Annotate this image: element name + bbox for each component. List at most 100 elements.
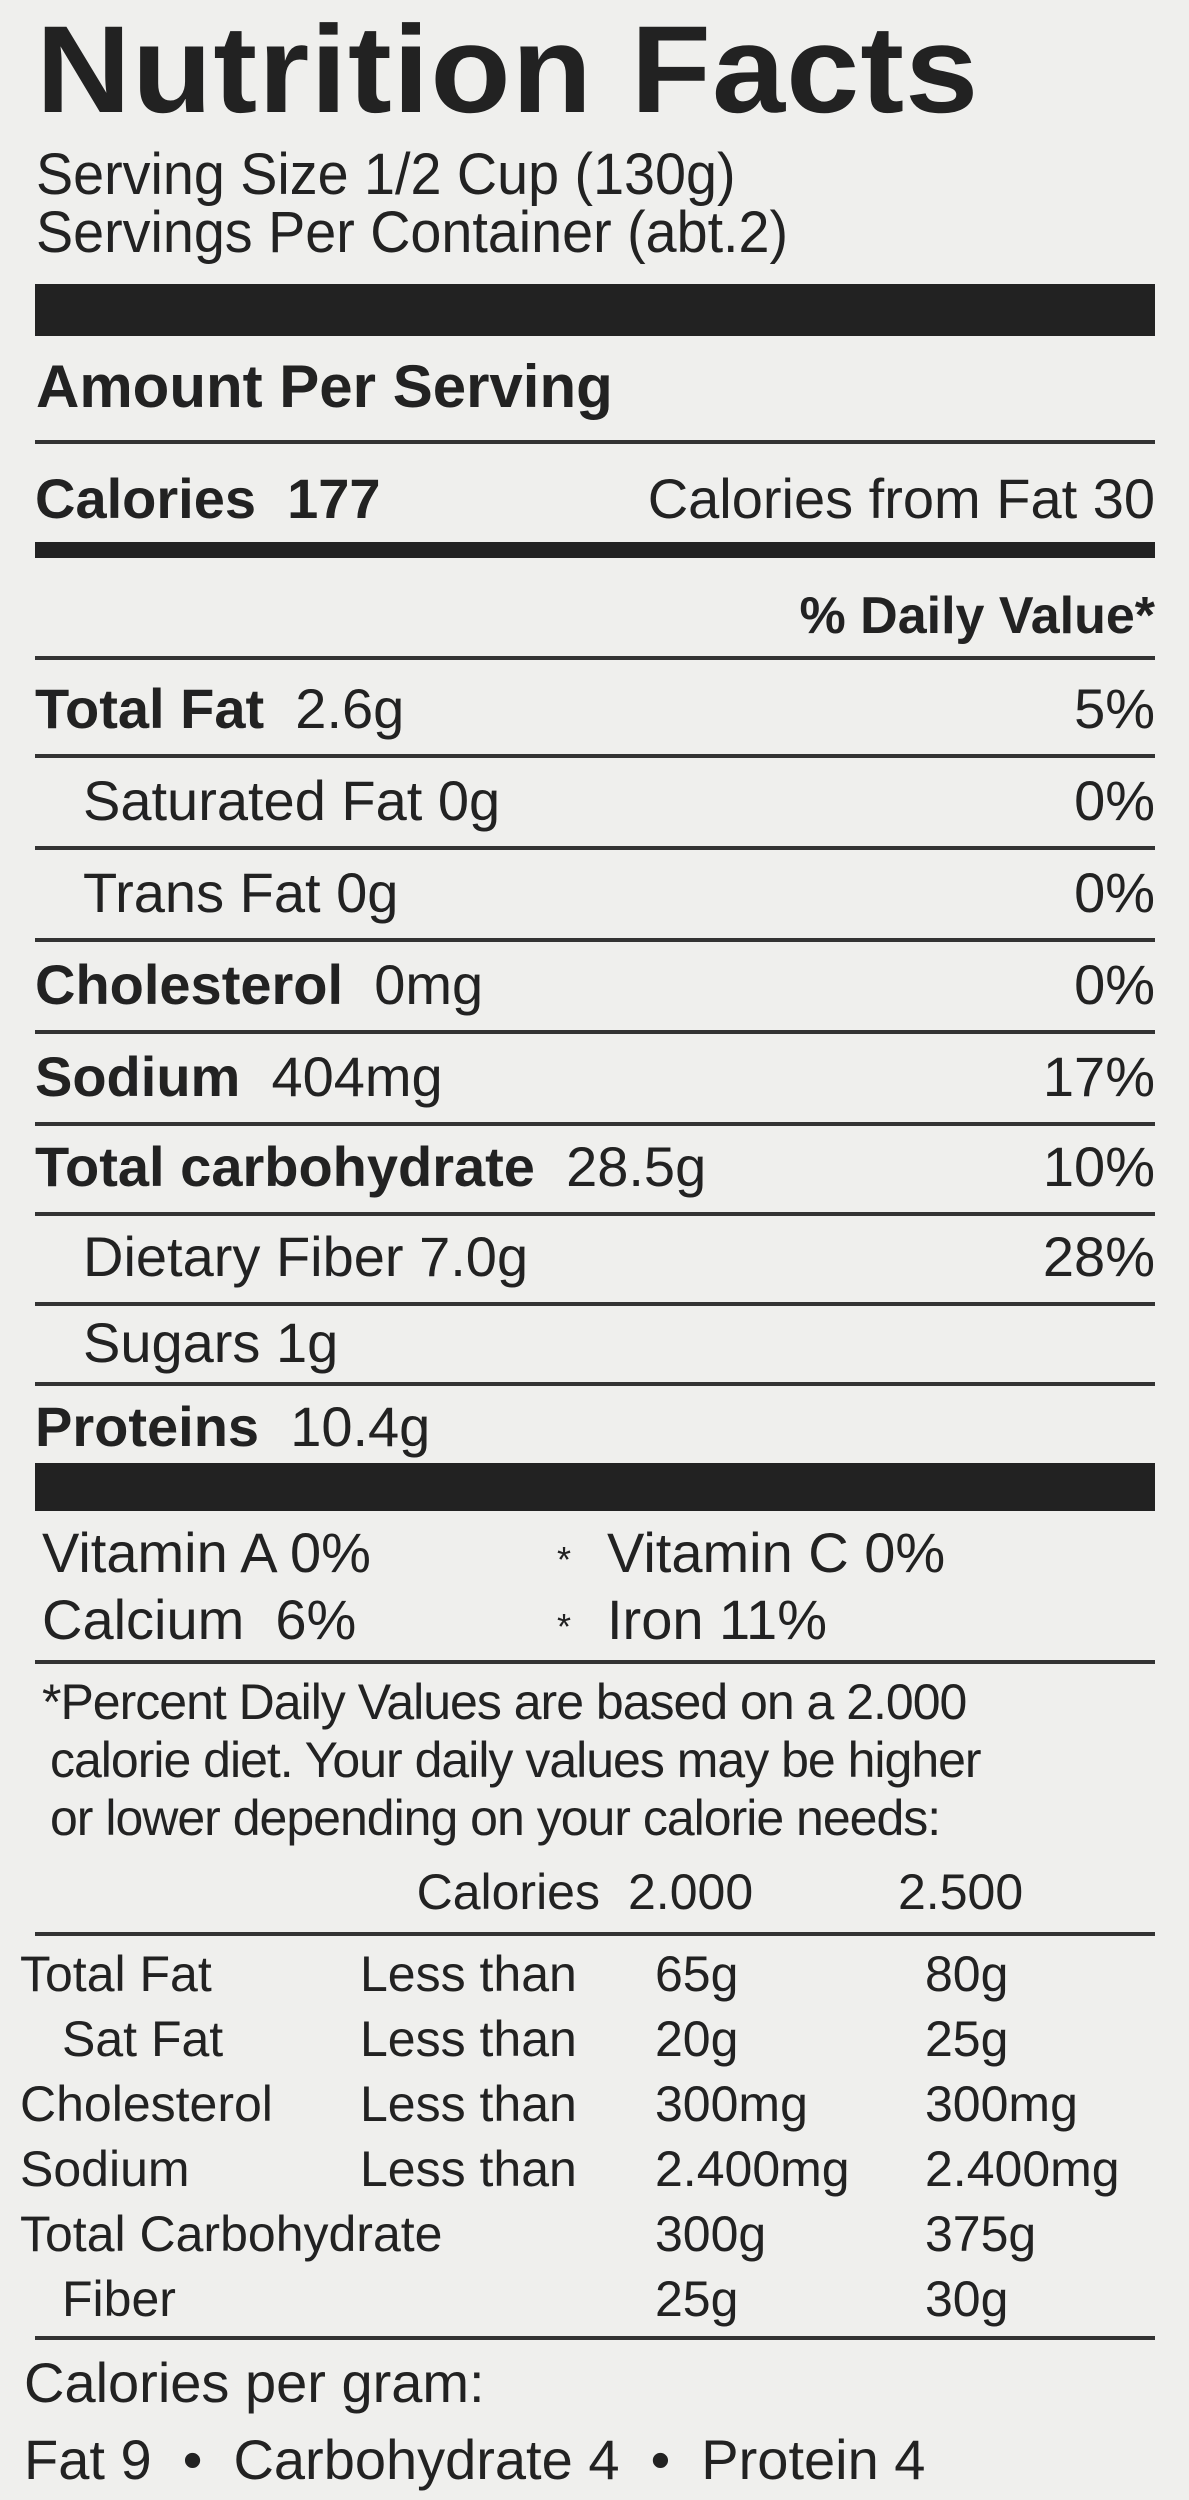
divider-thick (35, 284, 1155, 336)
calories-per-gram-values: Fat 9 • Carbohydrate 4 • Protein 4 (24, 2428, 926, 2491)
calcium: Calcium 6% (42, 1588, 357, 1651)
divider-medium (35, 542, 1155, 558)
divider (35, 440, 1155, 444)
reference-cell: 300mg (925, 2076, 1078, 2132)
nutrient-name: Sodium (35, 1044, 241, 1108)
reference-calories-label: Calories (416, 1864, 600, 1920)
nutrient-daily-value: 28% (1042, 1224, 1155, 1288)
footnote: *Percent Daily Values are based on a 2.0… (42, 1673, 1180, 1847)
divider (35, 938, 1155, 942)
calories-value: 177 (287, 466, 381, 530)
nutrient-name: Saturated Fat (83, 768, 423, 832)
nutrient-daily-value: 0% (1074, 952, 1155, 1016)
footnote-line: *Percent Daily Values are based on a 2.0… (42, 1674, 967, 1730)
vitamin-a: Vitamin A 0% (42, 1521, 371, 1584)
divider (35, 2336, 1155, 2340)
reference-row: Total Fat Less than 65g 80g (20, 1942, 1175, 2007)
reference-cell: Fiber (62, 2271, 176, 2327)
separator: * (557, 1539, 572, 1580)
nutrient-name: Total carbohydrate (35, 1134, 535, 1198)
nutrient-daily-value: 10% (1042, 1134, 1155, 1198)
reference-cell: Sodium (20, 2141, 190, 2197)
nutrient-amount: 2.6g (295, 676, 405, 740)
nutrient-amount: 0g (336, 860, 399, 924)
reference-cell: Total Carbohydrate (20, 2206, 443, 2262)
nutrient-row: Sodium 404mg 17% (35, 1036, 1155, 1116)
divider (35, 754, 1155, 758)
nutrient-name: Trans Fat (83, 860, 321, 924)
reference-cell: Less than (360, 1946, 577, 2002)
nutrient-amount: 7.0g (419, 1224, 529, 1288)
reference-header: Calories 2.000 2.500 (20, 1860, 1148, 1925)
reference-cell: Less than (360, 2011, 577, 2067)
nutrient-amount: 10.4g (290, 1394, 431, 1458)
calories-from-fat: Calories from Fat 30 (647, 466, 1155, 530)
divider (35, 1660, 1155, 1664)
divider (35, 656, 1155, 660)
divider (35, 1030, 1155, 1034)
nutrient-daily-value: 0% (1074, 860, 1155, 924)
nutrient-row: Total Fat 2.6g 5% (35, 668, 1155, 748)
reference-row: Sodium Less than 2.400mg 2.400mg (20, 2137, 1175, 2202)
nutrient-amount: 0mg (374, 952, 484, 1016)
nutrient-row: Total carbohydrate 28.5g 10% (35, 1126, 1155, 1206)
vitamin-c: Vitamin C 0% (607, 1521, 946, 1584)
servings-per-container: Servings Per Container (abt.2) (36, 200, 789, 265)
reference-cell: Sat Fat (62, 2011, 224, 2067)
nutrient-amount: 28.5g (566, 1134, 707, 1198)
reference-row: Total Carbohydrate 300g 375g (20, 2202, 1175, 2267)
reference-cell: Cholesterol (20, 2076, 273, 2132)
mineral-row: Calcium 6% * Iron 11% (42, 1592, 827, 1648)
nutrient-daily-value: 0% (1074, 768, 1155, 832)
nutrient-name: Proteins (35, 1394, 260, 1458)
divider (35, 1122, 1155, 1126)
reference-cell: 300mg (655, 2076, 808, 2132)
reference-col-2500: 2.500 (898, 1864, 1024, 1920)
nutrient-row: Sugars 1g (35, 1302, 1155, 1382)
footnote-line: calorie diet. Your daily values may be h… (50, 1732, 982, 1788)
calories-row: Calories 177 Calories from Fat 30 (35, 458, 1155, 538)
reference-cell: Total Fat (20, 1946, 212, 2002)
iron: Iron 11% (607, 1588, 827, 1651)
nutrient-name: Total Fat (35, 676, 265, 740)
nutrient-row: Dietary Fiber 7.0g 28% (35, 1216, 1155, 1296)
nutrient-name: Dietary Fiber (83, 1224, 404, 1288)
divider (35, 846, 1155, 850)
vitamin-row: Vitamin A 0% * Vitamin C 0% (42, 1525, 945, 1581)
reference-cell: 2.400mg (655, 2141, 850, 2197)
reference-cell: 375g (925, 2206, 1037, 2262)
nutrient-row: Trans Fat 0g 0% (35, 852, 1155, 932)
daily-value-row: % Daily Value* (35, 576, 1155, 656)
reference-col-2000: 2.000 (628, 1864, 754, 1920)
nutrient-row: Cholesterol 0mg 0% (35, 944, 1155, 1024)
nutrient-daily-value: 5% (1074, 676, 1155, 740)
label-title: Nutrition Facts (36, 1, 980, 139)
reference-cell (360, 2267, 655, 2332)
serving-size: Serving Size 1/2 Cup (130g) (36, 142, 736, 207)
nutrient-row: Saturated Fat 0g 0% (35, 760, 1155, 840)
reference-row: Cholesterol Less than 300mg 300mg (20, 2072, 1175, 2137)
reference-cell: 30g (925, 2271, 1009, 2327)
nutrient-amount: 404mg (271, 1044, 443, 1108)
reference-cell: 25g (925, 2011, 1009, 2067)
divider (35, 1932, 1155, 1936)
nutrient-daily-value: 17% (1042, 1044, 1155, 1108)
reference-cell: 25g (655, 2271, 739, 2327)
nutrient-name: Cholesterol (35, 952, 344, 1016)
daily-value-header: % Daily Value* (799, 587, 1155, 645)
reference-row: Fiber 25g 30g (20, 2267, 1175, 2332)
divider (35, 1212, 1155, 1216)
nutrient-name: Sugars (83, 1310, 261, 1374)
reference-table: Total Fat Less than 65g 80g Sat Fat Less than… (20, 1942, 1175, 2332)
reference-cell (360, 2202, 655, 2267)
reference-row: Sat Fat Less than 20g 25g (20, 2007, 1175, 2072)
divider (35, 1382, 1155, 1386)
reference-cell: 65g (655, 1946, 739, 2002)
divider (35, 1302, 1155, 1306)
nutrient-amount: 1g (276, 1310, 339, 1374)
reference-cell: Less than (360, 2141, 577, 2197)
amount-per-serving: Amount Per Serving (36, 353, 613, 420)
divider-thick (35, 1463, 1155, 1511)
reference-cell: 2.400mg (925, 2141, 1120, 2197)
nutrient-amount: 0g (437, 768, 501, 832)
